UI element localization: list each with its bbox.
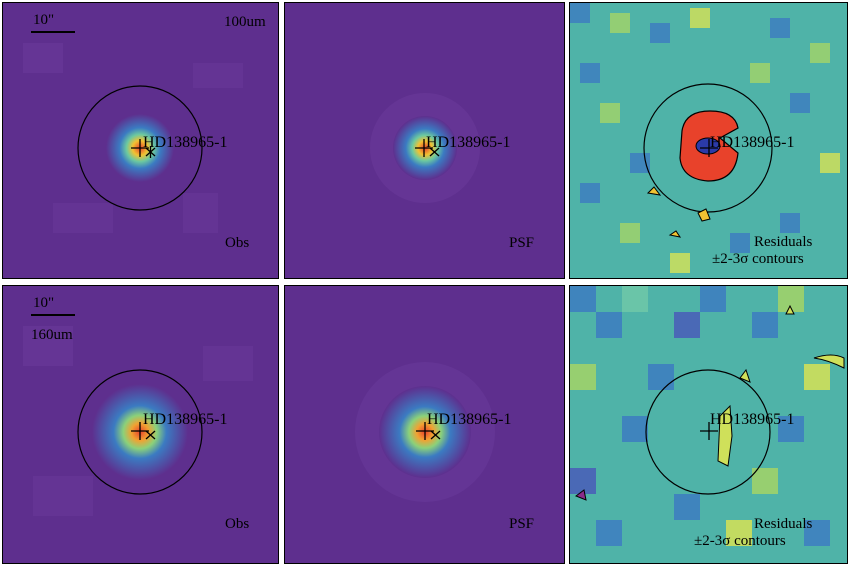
psf-160um-panel: HD138965-1 PSF [284,285,565,564]
obs-label: Obs [225,235,250,251]
source-label: HD138965-1 [710,411,795,428]
position-markers [131,422,156,440]
obs-label: Obs [225,516,250,532]
residuals-160um-panel: HD138965-1 Residuals ±2-3σ contours [569,285,848,564]
band-label: 160um [31,327,73,343]
contours-label: ±2-3σ contours [694,533,786,549]
position-markers [416,422,441,440]
source-label: HD138965-1 [143,411,228,428]
psf-100um-panel: HD138965-1 PSF [284,2,565,279]
source-label: HD138965-1 [426,134,511,151]
scale-bar [31,31,75,33]
position-markers [415,139,440,157]
obs-100um-image [3,3,278,278]
psf-label: PSF [509,235,535,251]
source-label: HD138965-1 [143,134,228,151]
psf-label: PSF [509,516,535,532]
obs-160um-panel: 10" 160um HD138965-1 Obs [2,285,279,564]
position-markers [131,139,156,158]
scale-label: 10" [33,12,55,28]
residuals-label: Residuals [754,516,813,532]
residuals-100um-panel: HD138965-1 Residuals ±2-3σ contours [569,2,848,279]
obs-100um-panel: 10" 100um HD138965-1 Obs [2,2,279,279]
source-label: HD138965-1 [427,411,512,428]
band-label: 100um [224,14,266,30]
position-marker [700,139,718,157]
obs-160um-image [3,286,278,563]
residuals-160um-image [570,286,847,563]
contours-label: ±2-3σ contours [712,251,804,267]
scale-label: 10" [33,295,55,311]
residuals-label: Residuals [754,234,813,250]
position-marker [700,422,718,440]
source-label: HD138965-1 [710,134,795,151]
scale-bar [31,314,75,316]
